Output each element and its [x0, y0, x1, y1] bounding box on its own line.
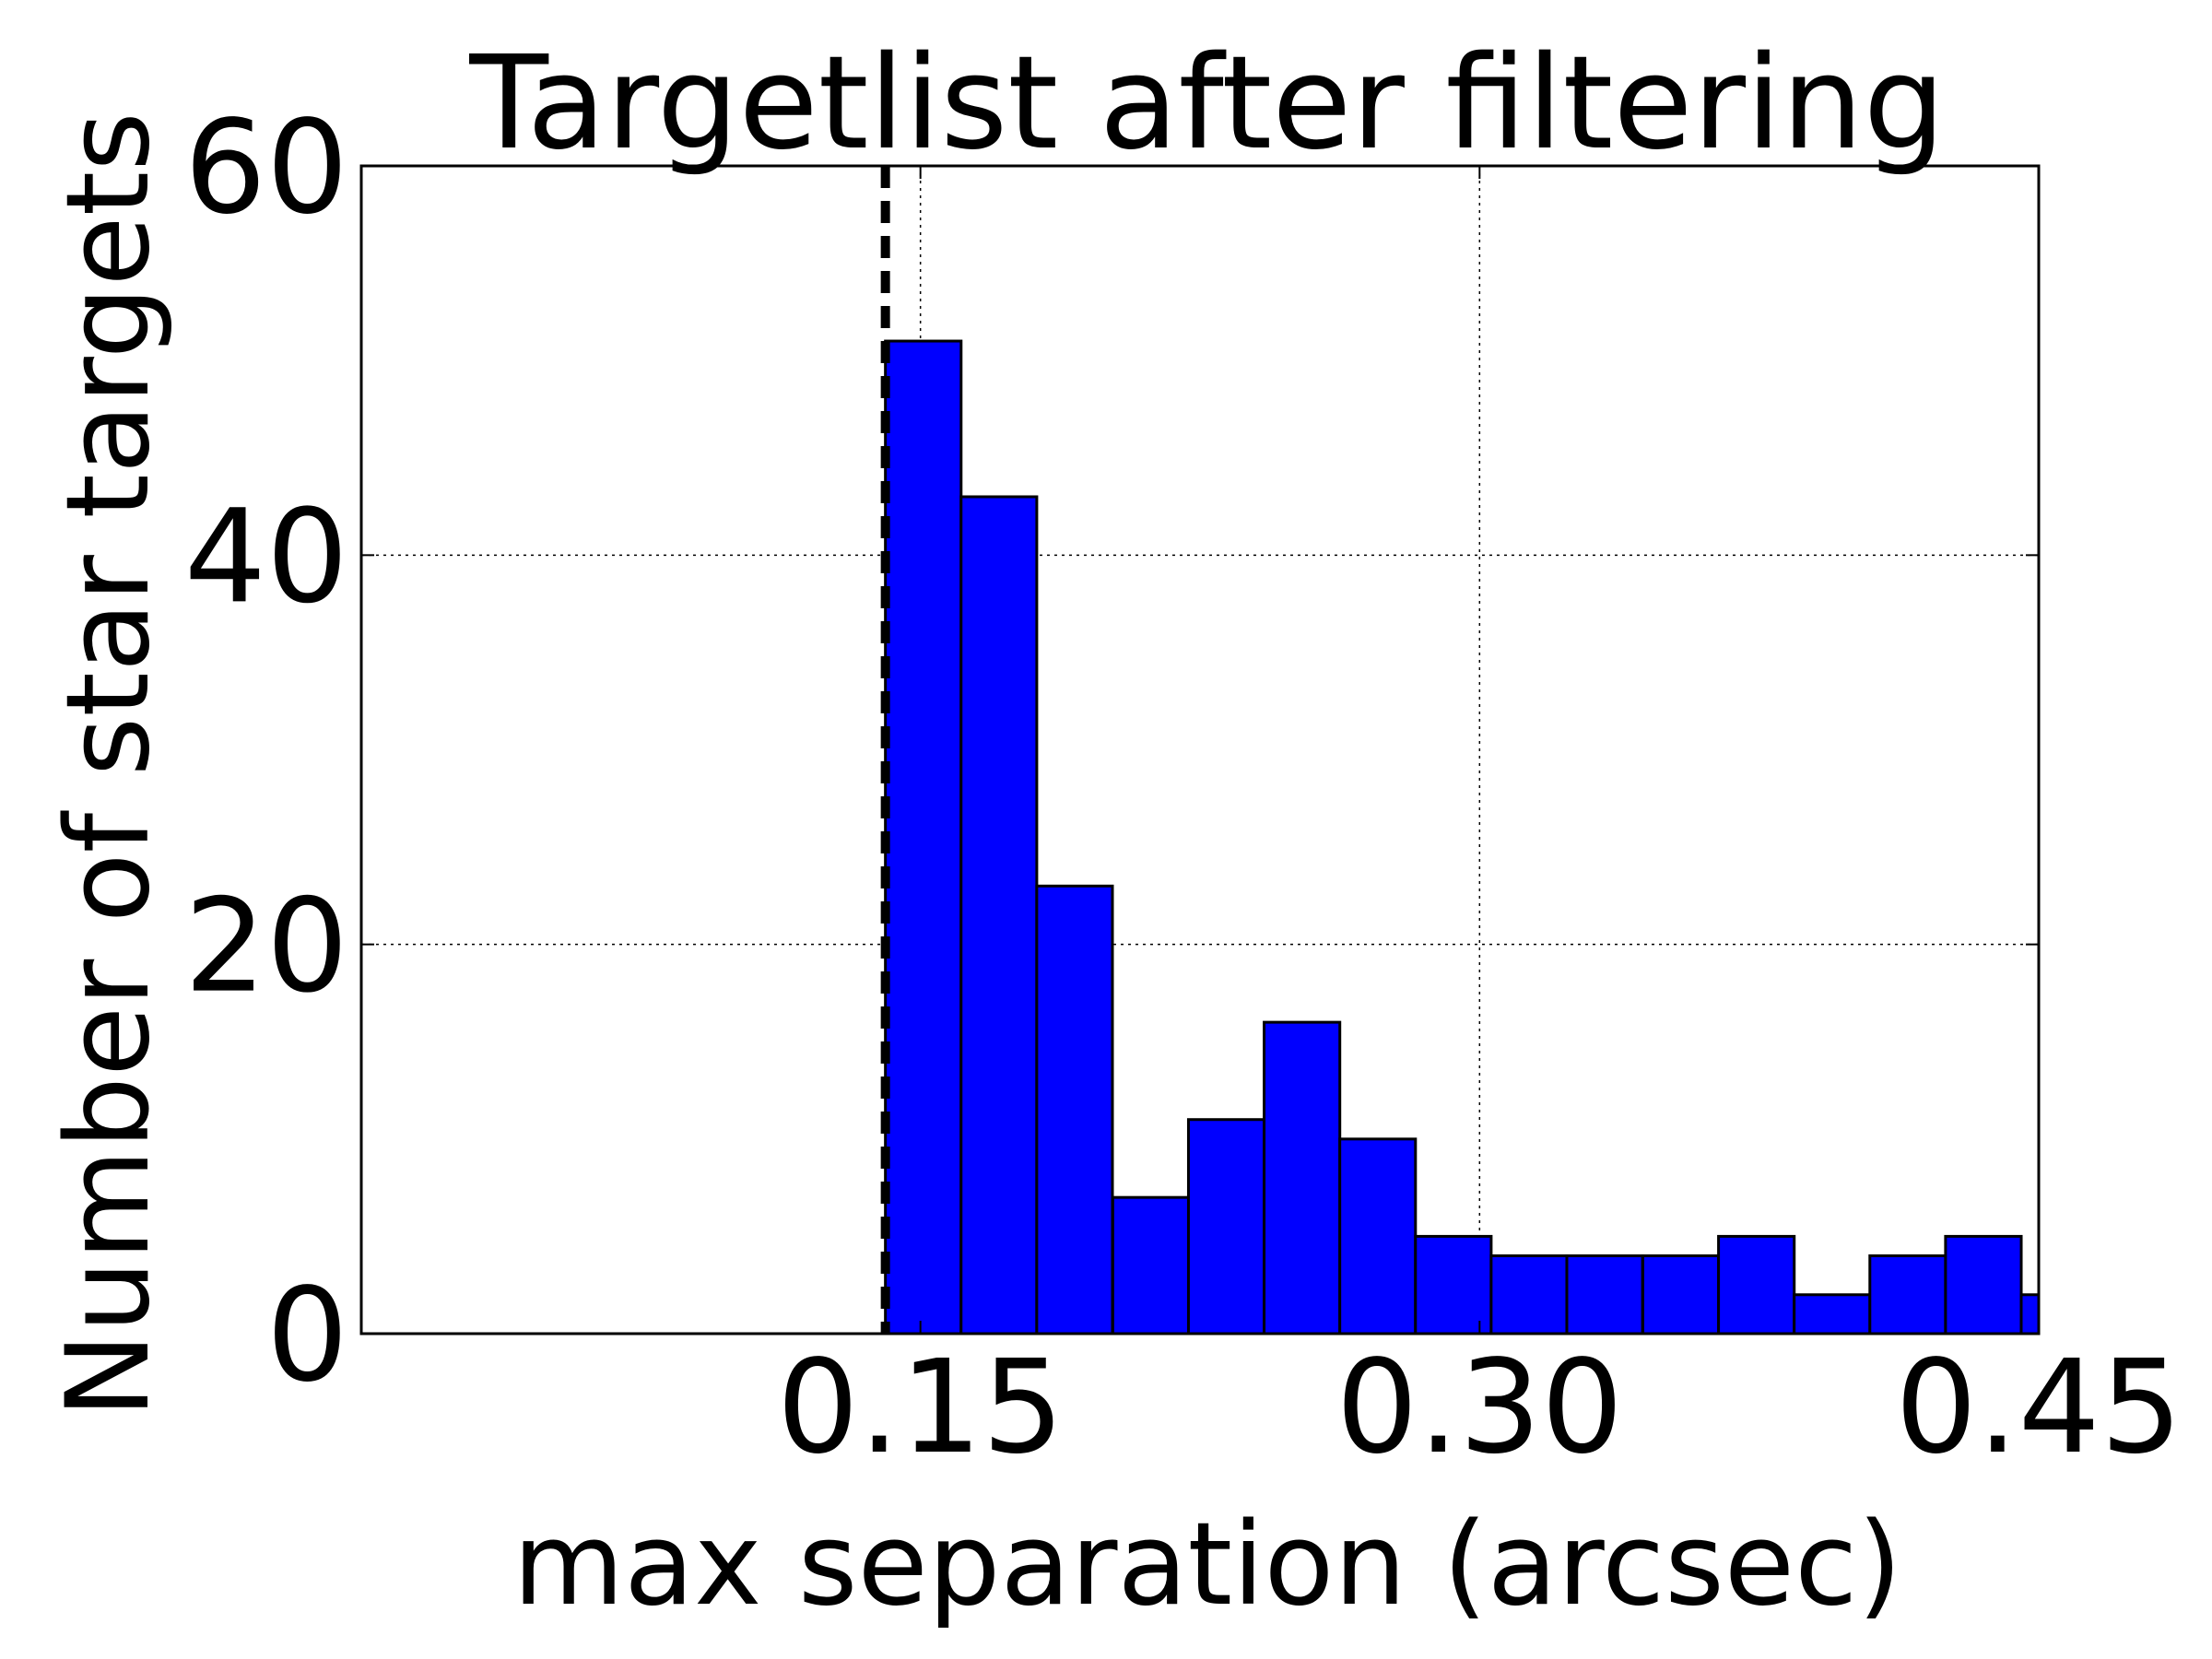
y-tick-label-1: 20 [184, 872, 348, 1022]
histogram-bars [884, 339, 2041, 1335]
histogram-bar-15 [2019, 1293, 2041, 1335]
y-axis-label: Number of star targets [42, 112, 175, 1418]
y-tick-label-3: 60 [184, 93, 348, 243]
x-tick-label-0: 0.15 [777, 1333, 1065, 1483]
histogram-bar-2 [1035, 884, 1114, 1335]
histogram-bar-12 [1793, 1293, 1872, 1335]
x-axis-label: max separation (arcsec) [512, 1499, 1901, 1631]
y-tick-label-0: 0 [266, 1261, 348, 1411]
axes-frame [359, 164, 2041, 1335]
histogram-bar-5 [1263, 1020, 1342, 1335]
histogram-bar-1 [959, 495, 1039, 1335]
histogram-bar-13 [1868, 1254, 1947, 1335]
y-tick-label-2: 40 [184, 482, 348, 632]
histogram-bar-9 [1565, 1254, 1644, 1335]
x-tick-label-1: 0.30 [1335, 1333, 1623, 1483]
histogram-bar-4 [1186, 1118, 1266, 1335]
histogram-bar-10 [1641, 1254, 1721, 1335]
histogram-bar-8 [1489, 1254, 1569, 1335]
histogram-bar-7 [1414, 1234, 1493, 1335]
axis-ticks: 0.15 0.30 0.45 0 20 40 60 [184, 93, 2183, 1483]
histogram-bar-11 [1717, 1234, 1796, 1335]
histogram-bar-3 [1111, 1195, 1191, 1335]
histogram-bar-0 [884, 339, 963, 1335]
chart-title: Targetlist after filtering [468, 29, 1945, 179]
histogram-bar-14 [1944, 1234, 2023, 1335]
x-tick-label-2: 0.45 [1895, 1333, 2183, 1483]
histogram-bar-6 [1338, 1137, 1418, 1335]
